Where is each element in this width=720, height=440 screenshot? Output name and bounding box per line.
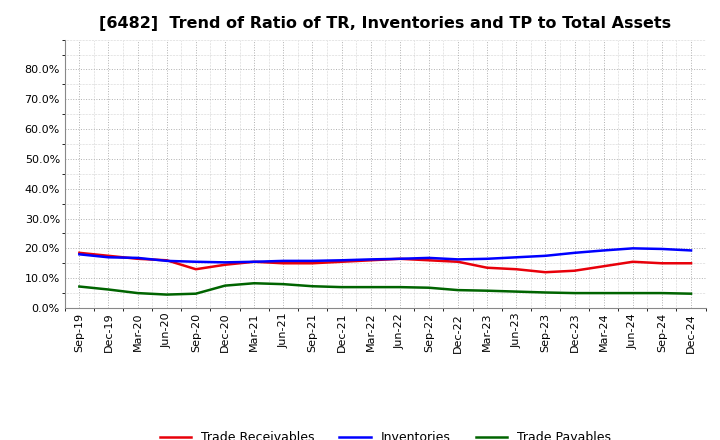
Inventories: [483, 256, 492, 261]
Trade Receivables: [541, 270, 550, 275]
Trade Payables: [279, 282, 287, 287]
Trade Payables: [454, 287, 462, 293]
Inventories: [512, 255, 521, 260]
Inventories: [250, 259, 258, 264]
Trade Payables: [75, 284, 84, 289]
Inventories: [366, 257, 375, 262]
Trade Payables: [395, 285, 404, 290]
Trade Receivables: [395, 256, 404, 261]
Inventories: [425, 255, 433, 260]
Trade Receivables: [75, 250, 84, 256]
Line: Inventories: Inventories: [79, 248, 691, 262]
Trade Receivables: [337, 259, 346, 264]
Trade Payables: [425, 285, 433, 290]
Trade Payables: [250, 281, 258, 286]
Inventories: [192, 259, 200, 264]
Trade Payables: [687, 291, 696, 296]
Inventories: [337, 258, 346, 263]
Inventories: [220, 260, 229, 265]
Trade Payables: [104, 287, 113, 292]
Trade Payables: [599, 290, 608, 296]
Inventories: [570, 250, 579, 256]
Trade Payables: [570, 290, 579, 296]
Trade Payables: [337, 285, 346, 290]
Trade Payables: [657, 290, 666, 296]
Inventories: [75, 252, 84, 257]
Inventories: [657, 246, 666, 252]
Inventories: [133, 255, 142, 260]
Inventories: [599, 248, 608, 253]
Trade Receivables: [570, 268, 579, 273]
Trade Receivables: [133, 256, 142, 261]
Trade Receivables: [599, 264, 608, 269]
Inventories: [279, 258, 287, 264]
Trade Payables: [541, 290, 550, 295]
Line: Trade Payables: Trade Payables: [79, 283, 691, 295]
Trade Receivables: [483, 265, 492, 270]
Inventories: [454, 257, 462, 262]
Trade Payables: [163, 292, 171, 297]
Trade Receivables: [687, 260, 696, 266]
Trade Receivables: [366, 258, 375, 263]
Inventories: [308, 258, 317, 264]
Trade Receivables: [279, 260, 287, 266]
Trade Receivables: [512, 267, 521, 272]
Inventories: [395, 256, 404, 261]
Trade Receivables: [163, 258, 171, 263]
Inventories: [541, 253, 550, 258]
Trade Receivables: [425, 258, 433, 263]
Inventories: [163, 258, 171, 264]
Trade Receivables: [454, 259, 462, 264]
Trade Receivables: [250, 259, 258, 264]
Trade Payables: [629, 290, 637, 296]
Trade Receivables: [220, 262, 229, 268]
Title: [6482]  Trend of Ratio of TR, Inventories and TP to Total Assets: [6482] Trend of Ratio of TR, Inventories…: [99, 16, 671, 32]
Inventories: [687, 248, 696, 253]
Inventories: [629, 246, 637, 251]
Trade Payables: [192, 291, 200, 296]
Inventories: [104, 255, 113, 260]
Trade Payables: [133, 290, 142, 296]
Trade Receivables: [104, 253, 113, 258]
Trade Payables: [220, 283, 229, 288]
Trade Payables: [512, 289, 521, 294]
Trade Receivables: [192, 267, 200, 272]
Trade Payables: [366, 285, 375, 290]
Trade Payables: [308, 284, 317, 289]
Trade Payables: [483, 288, 492, 293]
Legend: Trade Receivables, Inventories, Trade Payables: Trade Receivables, Inventories, Trade Pa…: [155, 426, 616, 440]
Trade Receivables: [308, 260, 317, 266]
Trade Receivables: [657, 260, 666, 266]
Trade Receivables: [629, 259, 637, 264]
Line: Trade Receivables: Trade Receivables: [79, 253, 691, 272]
